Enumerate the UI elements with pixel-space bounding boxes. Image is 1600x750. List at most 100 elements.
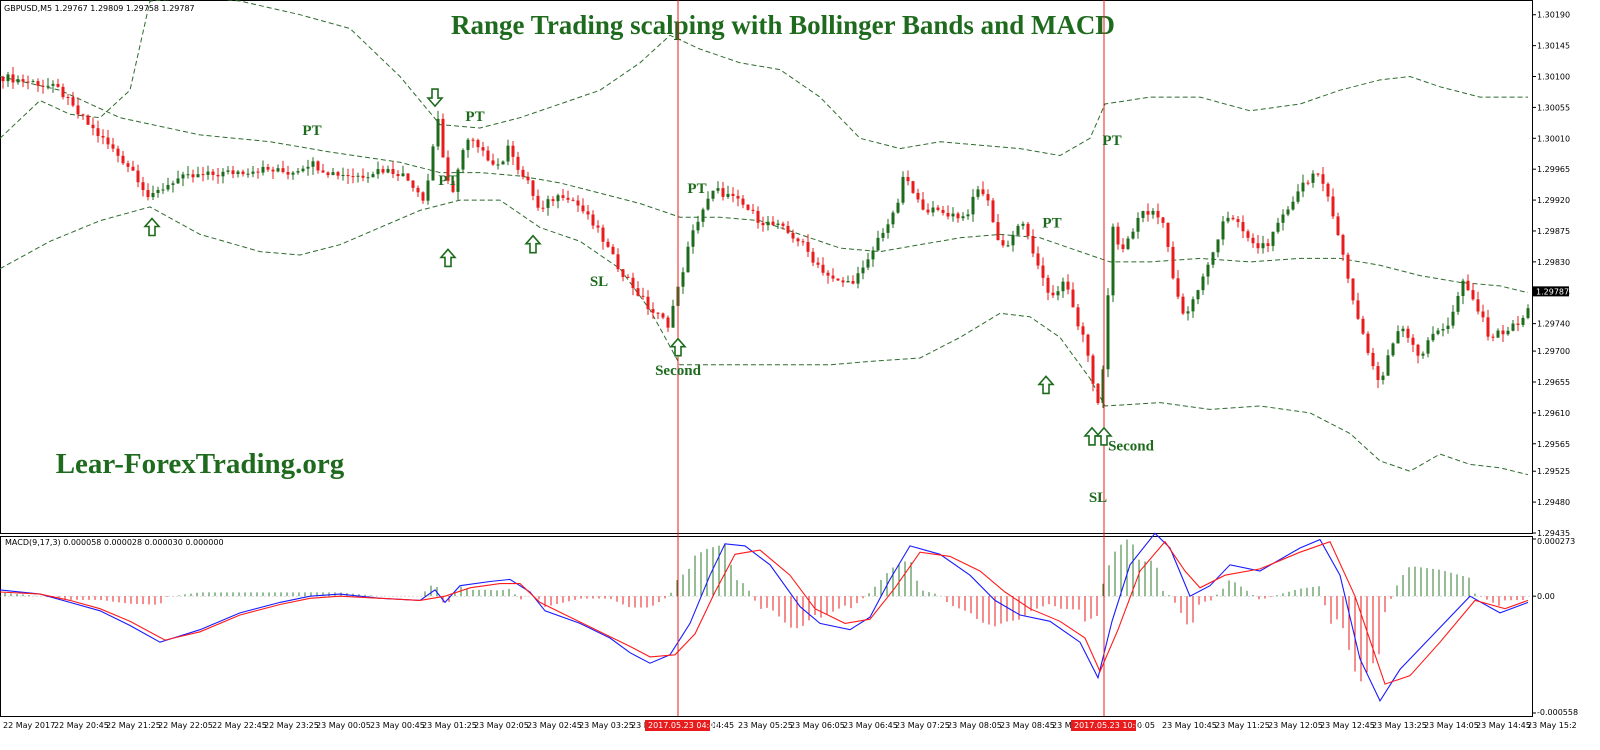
current-price-label: 1.29787: [1536, 287, 1569, 296]
candle-body: [766, 221, 770, 226]
candle-body: [286, 172, 290, 175]
time-label: 23 May 13:25: [1372, 721, 1427, 730]
candle-body: [1206, 264, 1210, 277]
candle-body: [351, 176, 355, 178]
time-label: 22 May 2017: [3, 721, 55, 730]
candle-body: [1426, 340, 1430, 354]
candle-body: [436, 118, 440, 147]
candle-body: [911, 181, 915, 193]
price-tick-label: 1.29740: [1537, 320, 1570, 329]
candle-body: [741, 198, 745, 205]
candle-body: [206, 171, 210, 175]
candle-body: [446, 157, 450, 181]
annotation-pt: PT: [1042, 216, 1061, 232]
candle-body: [31, 81, 35, 83]
candle-body: [671, 305, 675, 328]
candle-body: [171, 183, 175, 185]
candle-body: [321, 170, 325, 173]
candle-body: [201, 174, 205, 176]
candle-body: [1106, 295, 1110, 370]
candle-body: [736, 195, 740, 199]
bollinger-lower-band: [0, 199, 1529, 476]
candle-body: [1466, 280, 1470, 291]
candle-body: [726, 193, 730, 197]
macd-pane-frame: [0, 536, 1533, 717]
candle-body: [861, 267, 865, 274]
candle-body: [191, 174, 195, 178]
candle-body: [701, 209, 705, 222]
candle-body: [1361, 318, 1365, 334]
candle-body: [961, 216, 965, 219]
candle-body: [1501, 330, 1505, 335]
candle-body: [571, 199, 575, 201]
candle-body: [1076, 307, 1080, 327]
candle-body: [1101, 369, 1105, 404]
time-label: 23 May 06:45: [843, 721, 898, 730]
candle-body: [1086, 334, 1090, 356]
candle-body: [216, 174, 220, 177]
macd-pane[interactable]: 0.000273 0.00 -0.000558: [0, 532, 1578, 717]
time-label: 23 May 02:45: [527, 721, 582, 730]
candle-body: [1241, 222, 1245, 232]
candle-body: [451, 180, 455, 192]
candle-body: [1031, 235, 1035, 254]
candle-body: [336, 172, 340, 176]
candle-body: [956, 213, 960, 219]
time-highlight-badge: [1071, 720, 1136, 731]
candle-body: [1271, 231, 1275, 246]
candle-body: [1456, 296, 1460, 312]
candle-body: [721, 188, 725, 197]
candle-body: [1496, 330, 1500, 338]
time-label: 22 May 23:25: [264, 721, 319, 730]
time-label: 23 M: [631, 721, 651, 730]
arrow-up-icon: [143, 217, 161, 237]
price-tick-label: 1.29965: [1537, 165, 1570, 174]
candle-body: [566, 197, 570, 200]
candle-body: [1096, 383, 1100, 404]
candle-body: [91, 124, 95, 129]
candle-body: [1256, 243, 1260, 249]
candle-body: [1316, 173, 1320, 175]
candle-body: [611, 246, 615, 255]
candle-body: [801, 241, 805, 243]
candle-body: [1011, 234, 1015, 246]
candle-body: [1281, 214, 1285, 223]
candle-body: [531, 180, 535, 196]
candle-body: [1251, 237, 1255, 244]
candle-body: [301, 168, 305, 172]
candle-body: [1161, 217, 1165, 223]
candle-body: [276, 168, 280, 172]
candle-body: [1421, 353, 1425, 356]
candle-body: [411, 180, 415, 188]
candle-body: [471, 139, 475, 141]
candle-body: [1346, 254, 1350, 279]
time-label: 23 May 02:05: [474, 721, 529, 730]
candle-body: [41, 85, 45, 87]
candle-body: [1181, 296, 1185, 314]
candle-body: [931, 207, 935, 213]
candle-body: [1006, 245, 1010, 247]
candle-body: [116, 148, 120, 156]
price-tick-label: 1.29700: [1537, 347, 1570, 356]
candle-body: [596, 225, 600, 228]
candle-body: [536, 195, 540, 208]
candle-body: [1491, 336, 1495, 338]
time-label: 23 May 14:05: [1424, 721, 1479, 730]
candle-body: [756, 210, 760, 223]
annotation-pt: PT: [465, 109, 484, 125]
candle-body: [591, 214, 595, 226]
time-label: 23 Ma: [1052, 721, 1077, 730]
candle-body: [1336, 216, 1340, 236]
candle-body: [401, 173, 405, 177]
candle-body: [1061, 281, 1065, 292]
candle-body: [761, 222, 765, 226]
candle-body: [691, 230, 695, 247]
candle-body: [101, 135, 105, 138]
candle-body: [781, 223, 785, 226]
candle-body: [251, 171, 255, 174]
price-pane[interactable]: 1.30190 1.30145 1.30100 1.30055 1.30010 1.299…: [0, 0, 1570, 538]
time-label: 23 May 03:25: [579, 721, 634, 730]
time-label: 04:45: [711, 721, 734, 730]
